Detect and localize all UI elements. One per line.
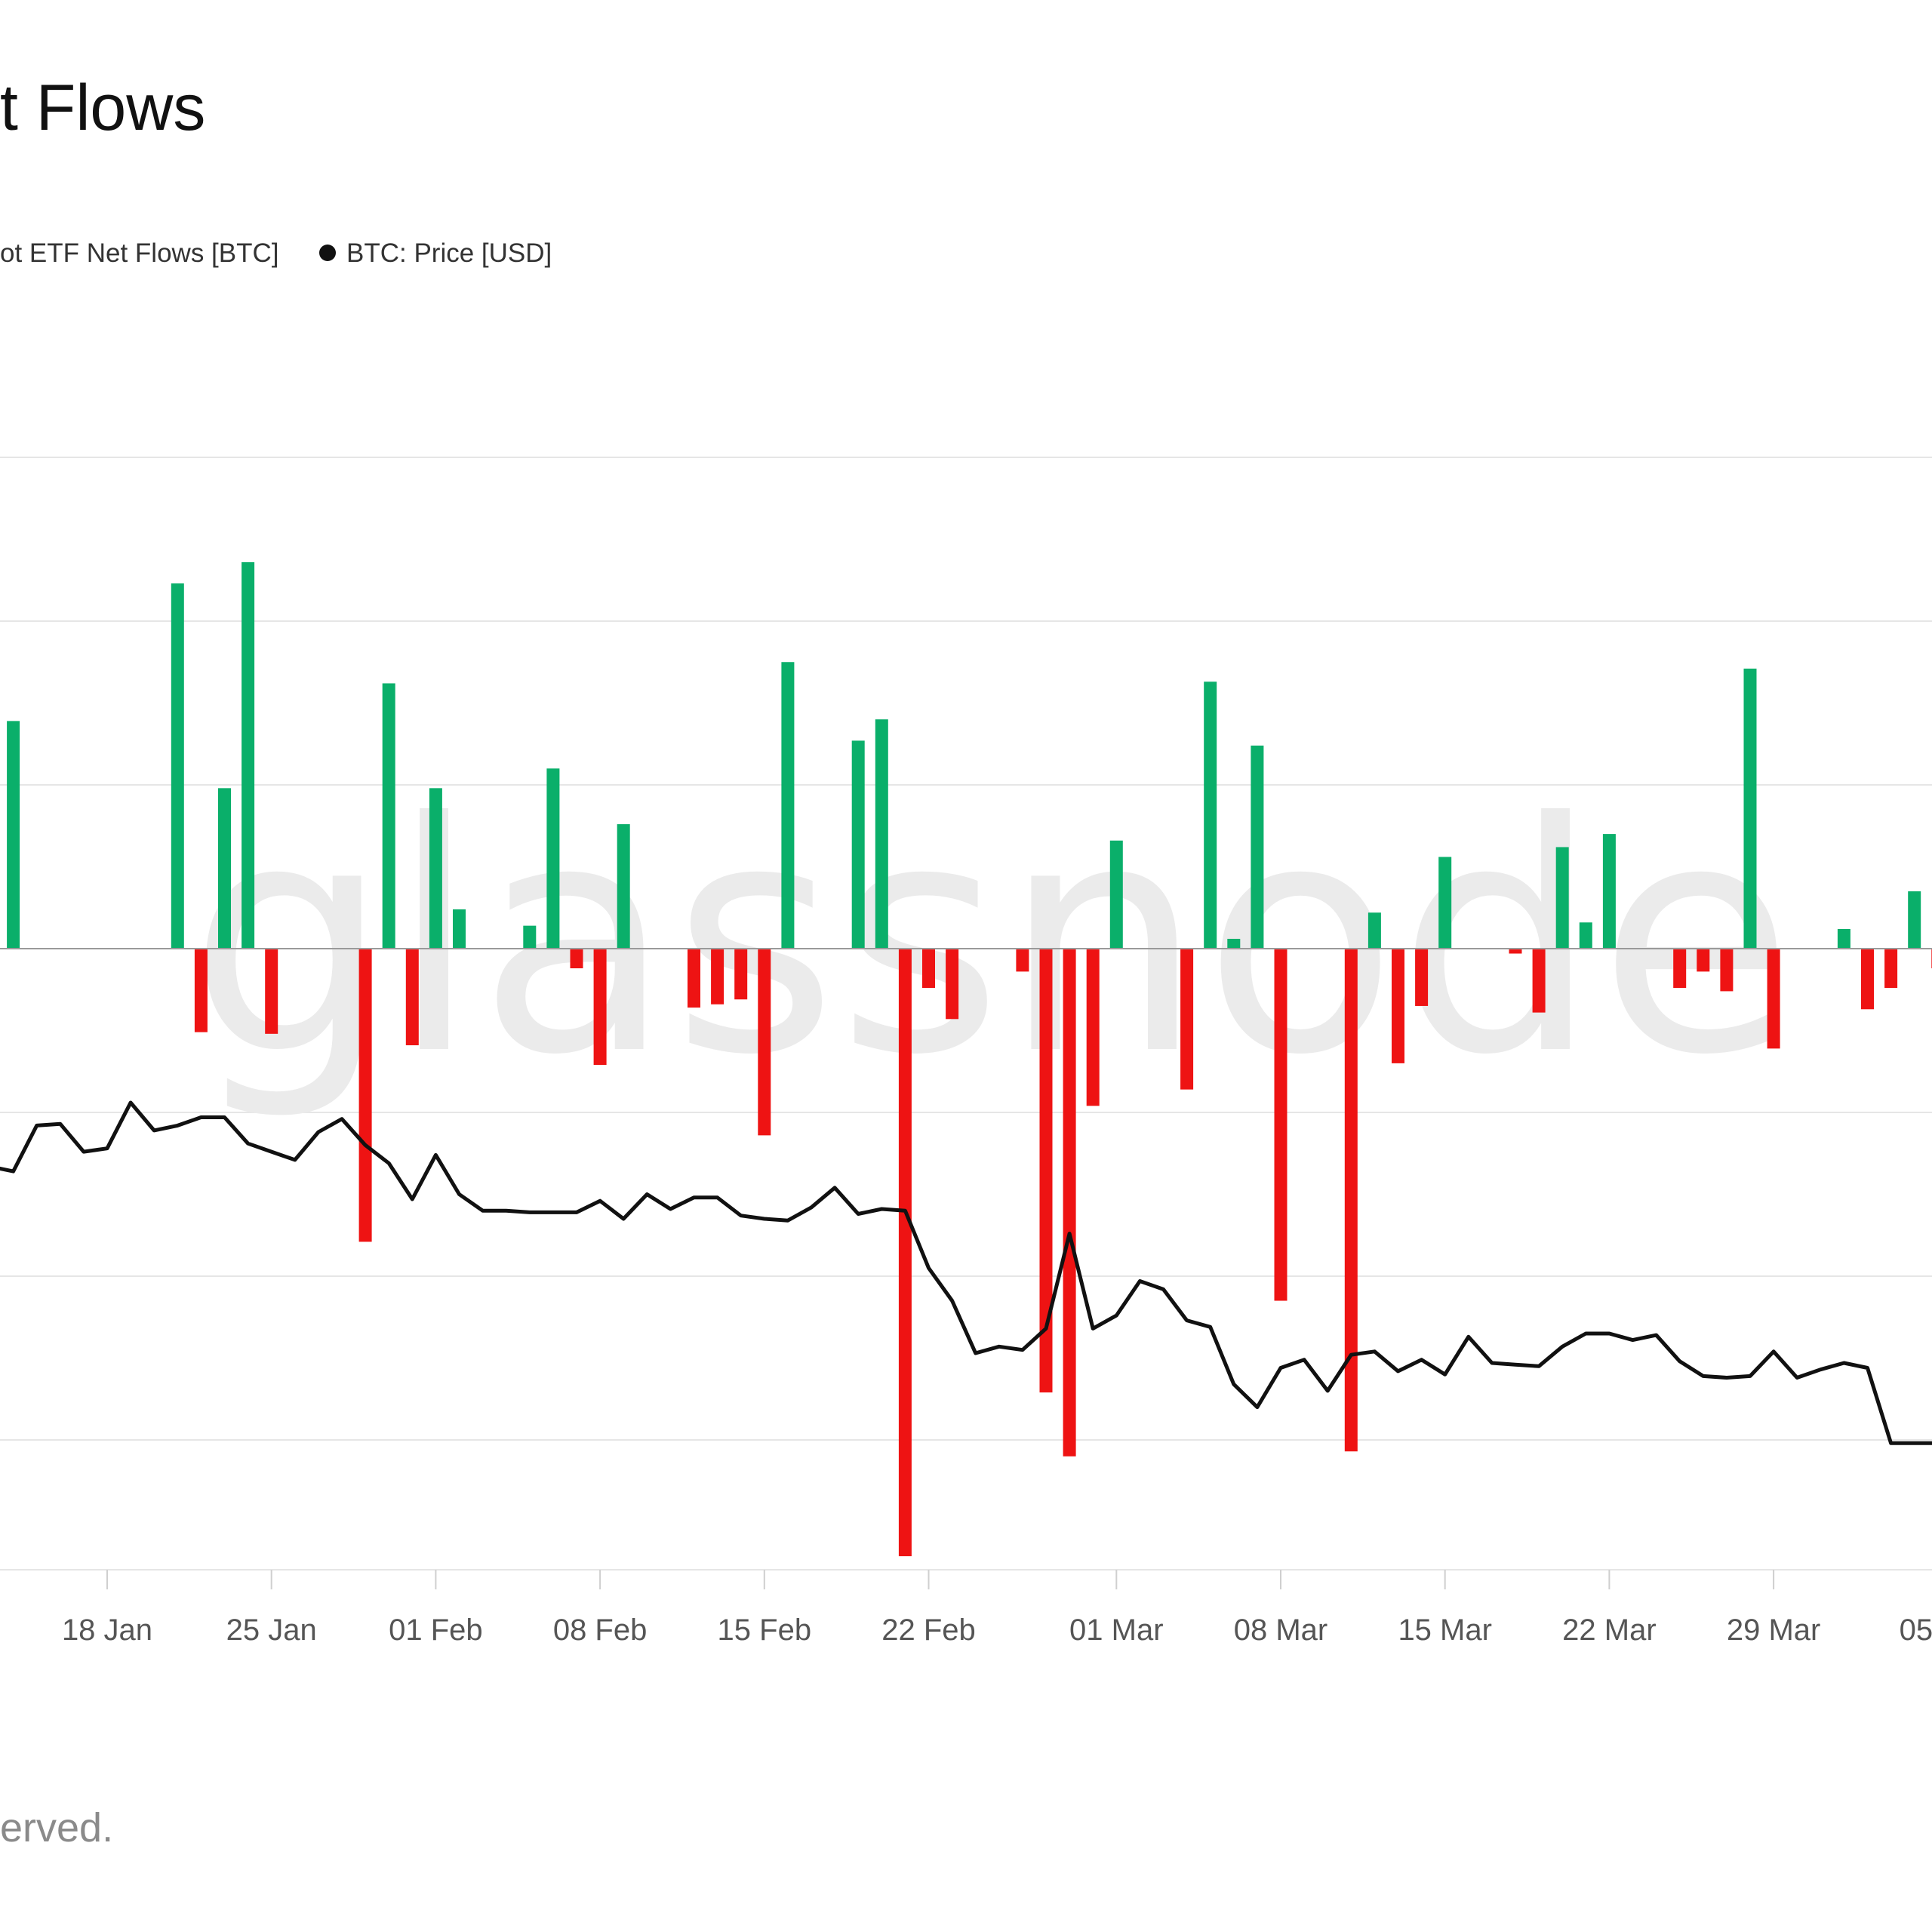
legend-item-btc-price: BTC: Price [USD] (319, 240, 552, 266)
outflow-bar (358, 949, 372, 1242)
price-line-group (0, 1100, 1932, 1445)
inflow-bar (1908, 891, 1921, 949)
outflow-bar (194, 949, 208, 1032)
inflow-bar (1438, 857, 1452, 949)
x-tick-label: 15 Feb (718, 1614, 812, 1647)
outflow-bar (1673, 949, 1687, 989)
outflow-bar (1415, 949, 1429, 1006)
price-line (0, 1100, 1932, 1445)
outflow-bar (1720, 949, 1734, 992)
inflow-bar (523, 925, 537, 949)
outflow-bar (946, 949, 959, 1020)
x-axis: 18 Jan 25 Jan 01 Feb 08 Feb 15 Feb 22 Feb 01 M… (0, 1569, 1932, 1647)
outflow-bar (1532, 949, 1546, 1013)
legend-label-etf-flows: ot ETF Net Flows [BTC] (0, 238, 279, 268)
chart-title: t Flows (0, 72, 206, 144)
x-tick-label: 18 Jan (62, 1614, 152, 1647)
inflow-bar (218, 788, 231, 949)
x-tick-label: 22 Mar (1562, 1614, 1657, 1647)
legend-item-etf-flows: ot ETF Net Flows [BTC] (0, 240, 279, 266)
outflow-bar (898, 949, 912, 1557)
x-tick-label: 22 Feb (881, 1614, 976, 1647)
inflow-bar (1227, 938, 1241, 949)
inflow-bar (1555, 847, 1569, 949)
outflow-bar (405, 949, 419, 1046)
outflow-bar (1039, 949, 1053, 1393)
inflow-bar (875, 719, 888, 949)
outflow-bar (593, 949, 607, 1066)
x-tick-label: 08 Mar (1234, 1614, 1328, 1647)
outflow-bar (688, 949, 700, 1008)
inflow-bar (1109, 840, 1123, 949)
inflow-bar (1602, 834, 1616, 949)
inflow-bar (1367, 912, 1381, 949)
x-tick-label: 01 Feb (389, 1614, 483, 1647)
inflow-bar (242, 561, 255, 949)
outflow-bar (1861, 949, 1874, 1010)
flow-bars (7, 561, 1932, 1557)
outflow-bar (1274, 949, 1287, 1301)
inflow-bar (1579, 922, 1592, 949)
outflow-bar (1697, 949, 1710, 972)
legend-dot-icon (319, 245, 336, 261)
outflow-bar (734, 949, 748, 1000)
outflow-bar (711, 949, 724, 1004)
inflow-bar (851, 740, 865, 949)
inflow-bar (171, 583, 184, 949)
outflow-bar (265, 949, 278, 1034)
inflow-bar (617, 824, 630, 949)
x-tick-label: 29 Mar (1727, 1614, 1821, 1647)
x-tick-label: 01 Mar (1069, 1614, 1164, 1647)
outflow-bar (1767, 949, 1780, 1049)
outflow-bar (1063, 949, 1076, 1457)
x-tick-label: 15 Mar (1398, 1614, 1492, 1647)
inflow-bar (1251, 745, 1264, 949)
inflow-bar (781, 662, 795, 949)
x-tick-label: 05 Ap (1900, 1614, 1932, 1647)
inflow-bar (382, 683, 395, 949)
outflow-bar (1016, 949, 1029, 972)
inflow-bar (1837, 928, 1850, 949)
outflow-bar (922, 949, 935, 989)
x-tick-label: 08 Feb (553, 1614, 648, 1647)
outflow-bar (1344, 949, 1358, 1452)
outflow-bar (1180, 949, 1194, 1090)
x-tick-label: 25 Jan (226, 1614, 317, 1647)
outflow-bar (570, 949, 583, 969)
outflow-bar (1884, 949, 1898, 989)
inflow-bar (429, 788, 442, 949)
inflow-bar (7, 721, 20, 949)
inflow-bar (1743, 668, 1757, 949)
inflow-bar (546, 768, 560, 949)
legend-label-btc-price: BTC: Price [USD] (346, 238, 552, 268)
outflow-bar (1086, 949, 1100, 1106)
outflow-bar (1509, 949, 1522, 954)
grid-lines (0, 457, 1932, 1441)
inflow-bar (453, 909, 466, 949)
footer-copyright: erved. (0, 1805, 114, 1850)
inflow-bar (1204, 681, 1217, 949)
outflow-bar (758, 949, 771, 1136)
outflow-bar (1392, 949, 1404, 1063)
